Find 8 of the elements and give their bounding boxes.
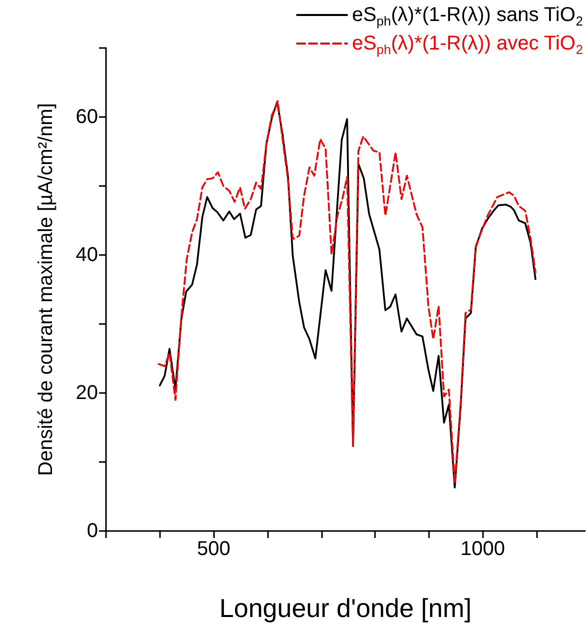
y-tick-label: 20 bbox=[76, 382, 98, 404]
x-tick-label: 500 bbox=[196, 538, 230, 560]
x-axis-title: Longueur d'onde [nm] bbox=[219, 593, 472, 623]
y-tick-label: 0 bbox=[86, 520, 98, 542]
y-axis-title: Densité de courant maximale [µA/cm²/nm] bbox=[35, 103, 57, 476]
y-tick-label: 60 bbox=[76, 106, 98, 128]
y-tick-label: 40 bbox=[76, 244, 98, 266]
x-tick-label: 1000 bbox=[460, 538, 505, 560]
